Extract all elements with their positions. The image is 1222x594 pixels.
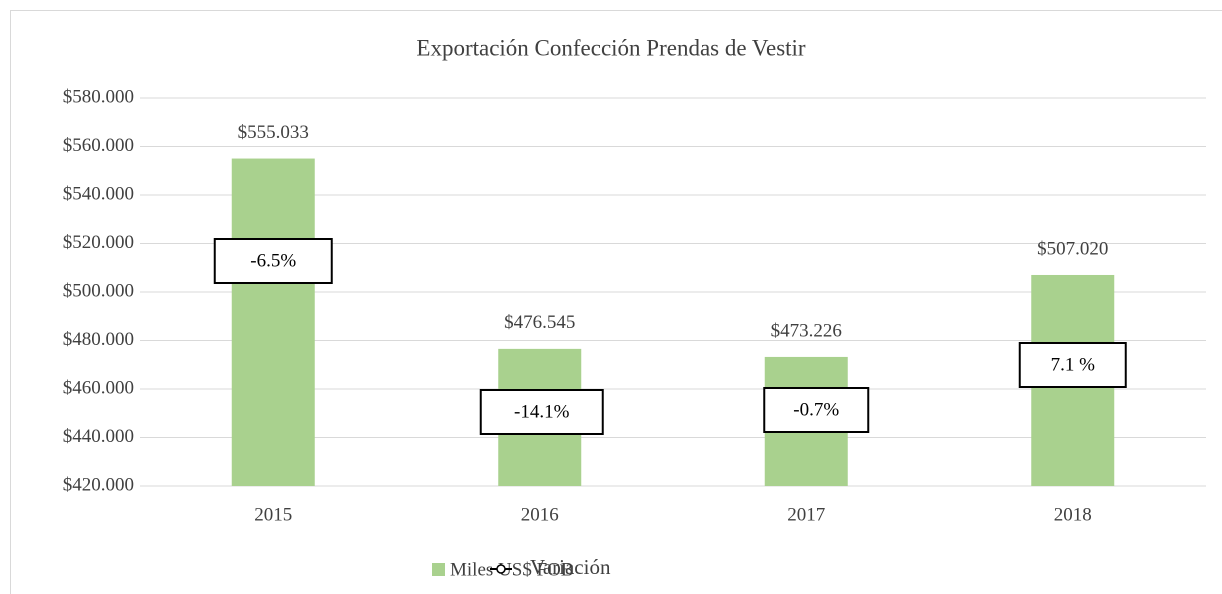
y-tick-label: $580.000 [63,86,134,107]
chart-frame [10,10,1222,594]
variation-box [479,389,604,435]
legend-marker [496,564,506,574]
y-tick-label: $540.000 [63,183,134,204]
x-tick-label: 2017 [787,504,825,525]
y-tick-label: $420.000 [63,474,134,495]
variation-box [1018,342,1127,388]
y-tick-label: $560.000 [63,135,134,156]
x-tick-label: 2015 [254,504,292,525]
data-label: $507.020 [1037,238,1108,259]
variation-label: -14.1% [514,401,570,422]
variation-label: -0.7% [793,399,839,420]
variation-label: -6.5% [250,250,296,271]
y-tick-label: $520.000 [63,232,134,253]
variation-label: 7.1 % [1051,354,1096,375]
data-label: $476.545 [504,312,575,333]
y-tick-label: $480.000 [63,329,134,350]
data-label: $555.033 [238,122,309,143]
variation-box [213,238,333,284]
data-label: $473.226 [771,320,842,341]
x-tick-label: 2016 [521,504,559,525]
variation-box [763,387,870,433]
y-tick-label: $440.000 [63,426,134,447]
y-tick-label: $460.000 [63,377,134,398]
legend-swatch [432,563,445,576]
legend-label: Variación [530,555,611,579]
bar [231,158,315,486]
chart-title: Exportación Confección Prendas de Vestir [416,35,806,60]
x-tick-label: 2018 [1054,504,1092,525]
y-tick-label: $500.000 [63,280,134,301]
